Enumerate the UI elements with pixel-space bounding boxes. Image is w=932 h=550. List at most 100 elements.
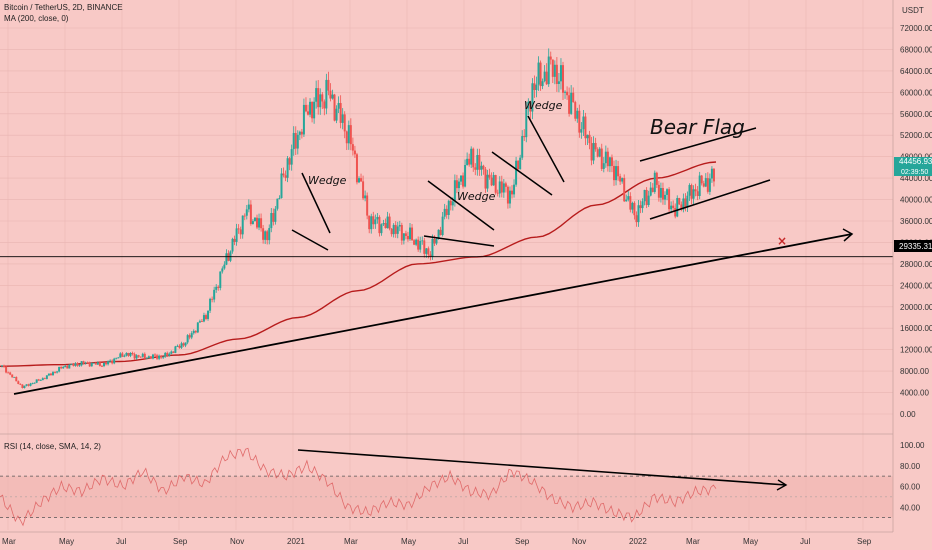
wedge-1-lower: [291, 229, 329, 251]
candle-body: [43, 378, 46, 380]
candle-body: [64, 365, 67, 368]
candle-body: [492, 175, 495, 186]
candle-body: [664, 194, 666, 200]
candle-body: [133, 354, 136, 359]
candle-body: [192, 330, 195, 334]
candle-body: [127, 352, 130, 356]
candle-body: [309, 101, 312, 115]
candle-body: [266, 231, 269, 241]
candle-body: [60, 366, 63, 369]
rsi-legend[interactable]: RSI (14, close, SMA, 14, 2): [4, 442, 101, 451]
candle-body: [96, 362, 99, 365]
candle-body: [488, 174, 491, 178]
ma-200-line: [0, 161, 717, 367]
candle-body: [708, 178, 711, 192]
candle-body: [710, 168, 713, 179]
rsi-tick-label: 40.00: [900, 503, 921, 512]
price-tick-label: 60000.00: [900, 88, 932, 97]
candle-body: [435, 239, 438, 244]
candle-body: [613, 165, 615, 181]
ma-legend[interactable]: MA (200, close, 0): [4, 14, 69, 23]
candle-body: [1, 365, 3, 367]
candle-body: [602, 163, 605, 169]
candle-body: [188, 335, 191, 338]
candle-body: [145, 358, 148, 360]
candle-body: [123, 355, 126, 357]
candle-body: [447, 200, 450, 215]
wedge-2-lower: [423, 235, 495, 247]
candle-body: [445, 208, 448, 215]
current-price-badge-bg: [894, 157, 932, 176]
candle-body: [176, 345, 179, 347]
candle-body: [688, 185, 691, 196]
candle-body: [170, 351, 173, 354]
candle-body: [355, 154, 358, 183]
candle-body: [251, 221, 254, 224]
candle-body: [351, 144, 354, 151]
candle-body: [368, 215, 371, 230]
candle-body: [282, 173, 285, 176]
candle-body: [21, 384, 24, 388]
candle-body: [213, 289, 216, 300]
rsi-trendline-arrowhead: [776, 479, 788, 491]
candle-body: [543, 71, 546, 82]
time-tick-label: Nov: [230, 537, 244, 546]
candle-body: [655, 172, 658, 185]
candle-body: [325, 79, 328, 109]
candle-body: [515, 160, 518, 185]
candle-body: [151, 354, 154, 359]
time-tick-label: Mar: [344, 537, 358, 546]
candle-body: [174, 346, 177, 353]
candle-body: [427, 248, 430, 255]
candle-body: [66, 365, 69, 369]
candle-body: [284, 175, 287, 178]
candle-body: [574, 102, 577, 119]
candle-body: [511, 190, 513, 195]
candle-body: [376, 216, 379, 220]
candle-body: [590, 143, 593, 161]
candle-body: [331, 94, 334, 99]
candle-body: [147, 356, 150, 359]
candle-body: [466, 158, 469, 166]
candle-body: [3, 365, 6, 367]
wedge-label-1: Wedge: [308, 174, 347, 187]
candle-body: [394, 224, 397, 234]
candle-body: [529, 101, 532, 112]
candle-body: [17, 381, 20, 384]
price-tick-label: 16000.00: [900, 324, 932, 333]
candle-body: [647, 195, 650, 206]
candle-body: [649, 187, 652, 196]
wedge-1-upper: [301, 172, 331, 234]
candle-body: [319, 94, 322, 108]
candle-body: [162, 356, 165, 358]
bear-flag-lower: [649, 179, 771, 220]
candle-body: [223, 264, 226, 269]
candle-body: [119, 353, 122, 358]
candle-body: [33, 382, 36, 384]
candle-body: [584, 116, 587, 139]
candle-body: [111, 360, 114, 364]
candle-body: [706, 178, 709, 192]
candle-body: [211, 298, 214, 300]
rsi-line: [0, 447, 717, 527]
candle-body: [278, 198, 281, 199]
candle-body: [384, 223, 387, 229]
level-price-badge: 29335.31: [894, 240, 932, 252]
candle-body: [523, 136, 526, 138]
candle-body: [625, 199, 628, 202]
candle-body: [49, 373, 52, 376]
candle-body: [372, 216, 375, 225]
symbol-legend[interactable]: Bitcoin / TetherUS, 2D, BINANCE: [4, 3, 123, 12]
candle-body: [86, 362, 89, 364]
candle-body: [674, 207, 677, 217]
candle-body: [425, 248, 428, 254]
grid-lines: [0, 0, 893, 530]
candle-body: [353, 150, 356, 155]
candle-body: [70, 363, 73, 365]
candle-body: [135, 355, 138, 359]
candle-body: [217, 286, 220, 288]
time-tick-label: May: [401, 537, 416, 546]
candle-body: [239, 229, 242, 235]
current-price-value: 44456.93: [899, 157, 932, 166]
